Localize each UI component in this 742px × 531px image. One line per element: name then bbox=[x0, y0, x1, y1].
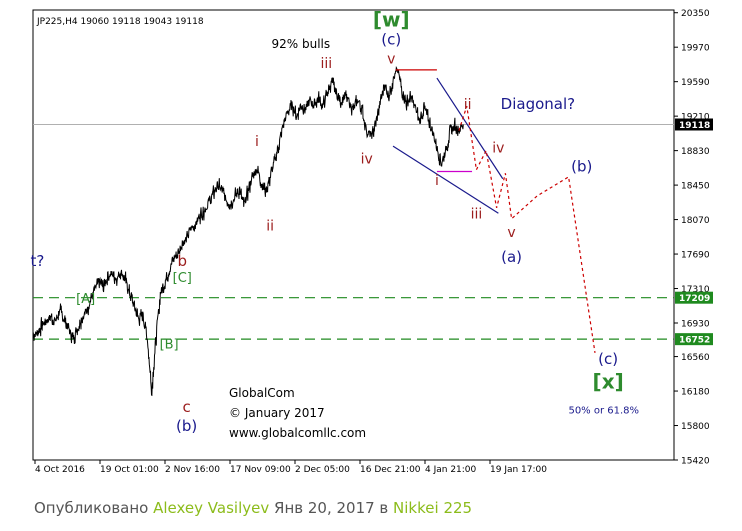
time-tick-label: 4 Jan 21:00 bbox=[425, 465, 477, 475]
price-tick-label: 19970 bbox=[681, 44, 710, 54]
wave-label: iv bbox=[492, 140, 504, 156]
price-tick-label: 17310 bbox=[681, 285, 710, 295]
support-level-tag bbox=[675, 333, 713, 346]
price-tick-label: 16930 bbox=[681, 320, 710, 330]
wave-label: [C] bbox=[173, 271, 192, 286]
chart-area: 20350 19970 19590 19210 18830 18450 18070 17690… bbox=[30, 7, 713, 475]
plot-frame bbox=[32, 9, 675, 461]
wave-label: (b) bbox=[176, 417, 197, 435]
price-tick-label: 19590 bbox=[681, 78, 710, 88]
wave-label: [A] bbox=[76, 292, 95, 307]
sentiment-annotation: 92% bulls bbox=[271, 37, 330, 51]
copyright-line: © January 2017 bbox=[229, 406, 325, 420]
price-tick-label: 15800 bbox=[681, 422, 710, 432]
copyright-line: www.globalcomllc.com bbox=[229, 426, 366, 440]
time-tick-label: 17 Nov 09:00 bbox=[230, 465, 291, 475]
wave-label: c bbox=[183, 398, 191, 416]
current-price-tag bbox=[675, 118, 713, 131]
structure-line bbox=[392, 145, 499, 214]
wave-label: t? bbox=[30, 252, 44, 270]
wave-label: (b) bbox=[571, 157, 592, 175]
support-level-label: 17209 bbox=[679, 294, 710, 304]
wave-label: [x] bbox=[593, 369, 624, 393]
time-tick-label: 19 Oct 01:00 bbox=[100, 465, 159, 475]
wave-label: ii bbox=[464, 97, 472, 113]
price-tick-label: 18830 bbox=[681, 147, 710, 157]
wave-label: i bbox=[255, 134, 259, 150]
copyright-line: GlobalCom bbox=[229, 386, 295, 400]
symbol-header: JP225,H4 19060 19118 19043 19118 bbox=[36, 17, 204, 27]
time-tick-label: 2 Nov 16:00 bbox=[165, 465, 220, 475]
time-tick-label: 19 Jan 17:00 bbox=[490, 465, 547, 475]
projection-path bbox=[458, 106, 596, 353]
price-tick-label: 16180 bbox=[681, 388, 710, 398]
support-level-tag bbox=[675, 291, 713, 304]
wave-label: [w] bbox=[373, 7, 410, 31]
time-tick-label: 4 Oct 2016 bbox=[35, 465, 85, 475]
price-tick-label: 18450 bbox=[681, 182, 710, 192]
footer-prefix: Опубликовано bbox=[34, 499, 149, 517]
wave-label: iii bbox=[320, 56, 332, 72]
current-price-label: 19118 bbox=[679, 121, 710, 131]
wave-label: iv bbox=[361, 151, 373, 167]
price-tick-label: 17690 bbox=[681, 251, 710, 261]
footer-instrument-link[interactable]: Nikkei 225 bbox=[393, 499, 473, 517]
price-tick-label: 18070 bbox=[681, 216, 710, 226]
support-level-label: 16752 bbox=[679, 336, 710, 346]
price-tick-label: 20350 bbox=[681, 9, 710, 19]
publication-footer: Опубликовано Alexey Vasilyev Янв 20, 201… bbox=[34, 499, 472, 517]
wave-label: (a) bbox=[501, 248, 522, 266]
price-tick-label: 16560 bbox=[681, 353, 710, 363]
wave-label: v bbox=[507, 225, 515, 241]
time-tick-label: 16 Dec 21:00 bbox=[360, 465, 421, 475]
price-series bbox=[32, 65, 464, 397]
wave-label: (c) bbox=[598, 350, 618, 368]
time-tick-label: 2 Dec 05:00 bbox=[295, 465, 350, 475]
wave-label: v bbox=[387, 52, 395, 68]
wave-label: b bbox=[178, 252, 188, 270]
footer-date: Янв 20, 2017 в bbox=[274, 499, 389, 517]
wave-label: (c) bbox=[381, 30, 401, 48]
price-tick-label: 19210 bbox=[681, 113, 710, 123]
wave-label: i bbox=[435, 173, 439, 189]
wave-label: ii bbox=[266, 218, 274, 234]
wave-label: [B] bbox=[160, 337, 179, 352]
wave-label: Diagonal? bbox=[501, 95, 575, 113]
wave-label: iii bbox=[471, 207, 483, 223]
footer-author-link[interactable]: Alexey Vasilyev bbox=[153, 499, 270, 517]
price-chart: 20350 19970 19590 19210 18830 18450 18070 17690… bbox=[30, 7, 713, 475]
price-tick-label: 15420 bbox=[681, 457, 710, 467]
wave-label: 50% or 61.8% bbox=[568, 406, 639, 417]
